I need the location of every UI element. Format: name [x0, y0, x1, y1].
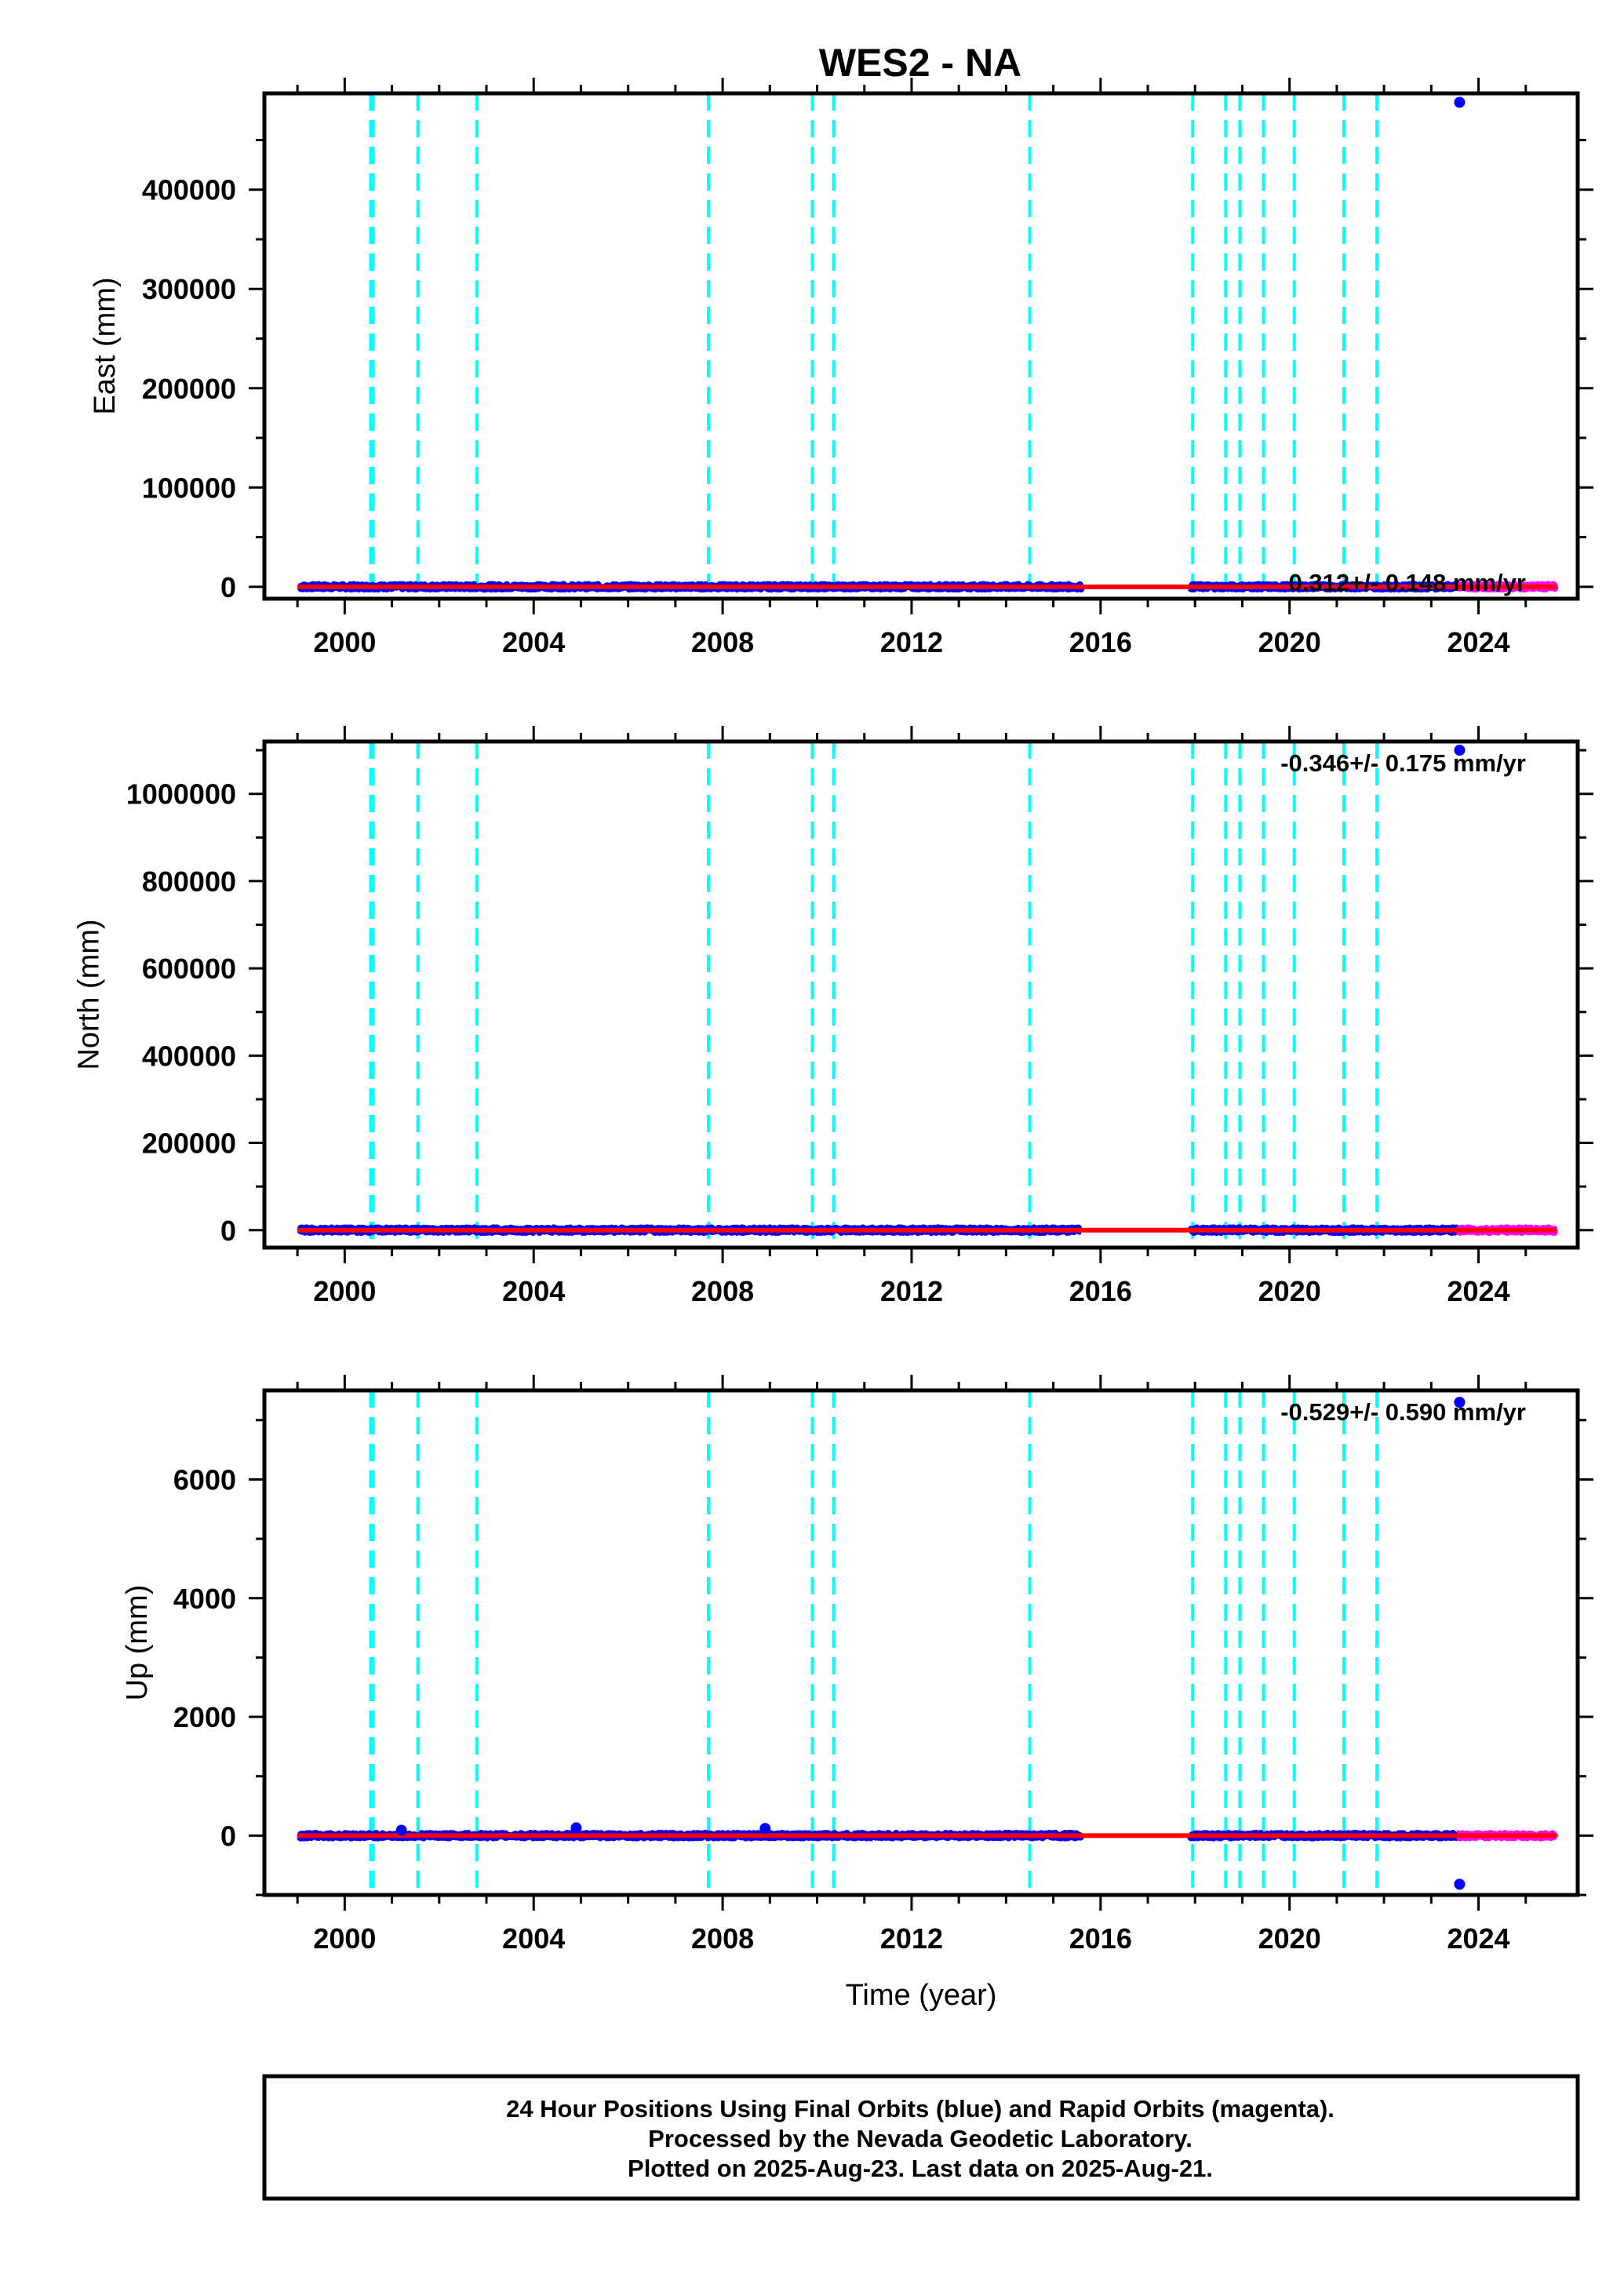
y-tick-label: 2000 — [173, 1701, 236, 1733]
y-tick-label: 100000 — [142, 472, 236, 504]
x-tick-label: 2000 — [313, 626, 376, 658]
y-axis-label: Up (mm) — [121, 1585, 154, 1701]
panels: 2000 2004 2008 2012 2016 2020 2024010000020000… — [73, 78, 1593, 2012]
y-tick-label: 800000 — [142, 865, 236, 898]
x-tick-label: 2020 — [1258, 1275, 1321, 1307]
outlier-point-1 — [1454, 1397, 1466, 1408]
x-tick-label: 2000 — [313, 1275, 376, 1307]
x-tick-label: 2024 — [1447, 1275, 1509, 1307]
y-axis: 0 100000 200000 300000 400000 — [142, 138, 1593, 603]
rate-annotation: -0.529+/- 0.590 mm/yr — [1280, 1398, 1526, 1426]
x-tick-label: 2012 — [880, 1922, 943, 1955]
y-tick-label: 6000 — [173, 1463, 236, 1496]
y-tick-label: 300000 — [142, 273, 236, 305]
x-axis: 2000 2004 2008 2012 2016 2020 2024 — [296, 726, 1528, 1307]
outlier-point-4 — [759, 1823, 771, 1835]
outlier-point-3 — [570, 1822, 582, 1834]
x-tick-label: 2016 — [1069, 1275, 1132, 1307]
y-axis-label: North (mm) — [73, 919, 106, 1069]
y-tick-label: 0 — [220, 571, 236, 603]
x-tick-label: 2016 — [1069, 1922, 1132, 1955]
rate-annotation: 0.312+/- 0.148 mm/yr — [1289, 569, 1526, 596]
y-tick-label: 200000 — [142, 1128, 236, 1160]
y-axis: 0 2000 4000 6000 — [173, 1419, 1593, 1897]
y-tick-label: 1000000 — [126, 778, 236, 811]
y-tick-label: 400000 — [142, 174, 236, 206]
rate-annotation: -0.346+/- 0.175 mm/yr — [1280, 749, 1526, 777]
outlier-point-1 — [1454, 97, 1466, 108]
plot-frame — [262, 739, 1580, 1250]
y-tick-label: 600000 — [142, 953, 236, 985]
y-tick-label: 400000 — [142, 1040, 236, 1072]
y-tick-label: 4000 — [173, 1583, 236, 1615]
x-tick-label: 2020 — [1258, 626, 1321, 658]
footer-line-1: 24 Hour Positions Using Final Orbits (bl… — [506, 2095, 1335, 2122]
footer-line-2: Processed by the Nevada Geodetic Laborat… — [648, 2125, 1193, 2152]
x-tick-label: 2016 — [1069, 626, 1132, 658]
x-axis: 2000 2004 2008 2012 2016 2020 2024 — [296, 1375, 1528, 1955]
panel-up: 2000 2004 2008 2012 2016 2020 2024 0 2000 4000 600… — [121, 1375, 1593, 2012]
plot-frame — [262, 1388, 1580, 1897]
x-tick-label: 2004 — [502, 1922, 565, 1955]
panel-east: 2000 2004 2008 2012 2016 2020 2024 0 100000 20000… — [89, 78, 1593, 658]
x-tick-label: 2024 — [1447, 626, 1509, 658]
x-tick-label: 2008 — [691, 1922, 754, 1955]
x-tick-label: 2012 — [880, 626, 943, 658]
outlier-point-2 — [1454, 1878, 1466, 1890]
outlier-point-1 — [1454, 745, 1466, 756]
y-tick-label: 200000 — [142, 373, 236, 405]
chart-title: WES2 - NA — [819, 41, 1021, 85]
y-tick-label: 0 — [220, 1820, 236, 1852]
x-axis: 2000 2004 2008 2012 2016 2020 2024 — [296, 78, 1528, 658]
plot-frame — [262, 91, 1580, 601]
y-tick-label: 0 — [220, 1215, 236, 1247]
footer-box: 24 Hour Positions Using Final Orbits (bl… — [262, 2074, 1580, 2201]
x-axis-label: Time (year) — [846, 1979, 997, 2012]
x-tick-label: 2004 — [502, 626, 565, 658]
x-tick-label: 2004 — [502, 1275, 565, 1307]
x-tick-label: 2024 — [1447, 1922, 1509, 1955]
y-axis-label: East (mm) — [89, 277, 122, 414]
footer-line-3: Plotted on 2025-Aug-23. Last data on 202… — [628, 2155, 1213, 2182]
x-tick-label: 2012 — [880, 1275, 943, 1307]
y-axis: 0 200000 400000 600000 800000 1000000 — [126, 749, 1593, 1247]
outlier-point-5 — [395, 1824, 407, 1836]
x-tick-label: 2008 — [691, 1275, 754, 1307]
x-tick-label: 2000 — [313, 1922, 376, 1955]
panel-north: 2000 2004 2008 2012 2016 2020 2024 0 200000 40000… — [73, 726, 1593, 1307]
x-tick-label: 2020 — [1258, 1922, 1321, 1955]
x-tick-label: 2008 — [691, 626, 754, 658]
